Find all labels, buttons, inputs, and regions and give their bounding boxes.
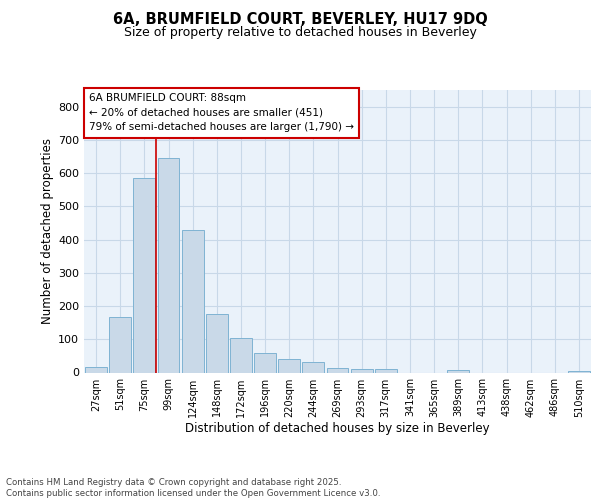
Bar — [206, 314, 227, 372]
Y-axis label: Number of detached properties: Number of detached properties — [41, 138, 54, 324]
Bar — [133, 178, 155, 372]
Bar — [375, 369, 397, 372]
Text: Size of property relative to detached houses in Beverley: Size of property relative to detached ho… — [124, 26, 476, 39]
Bar — [351, 369, 373, 372]
Text: 6A, BRUMFIELD COURT, BEVERLEY, HU17 9DQ: 6A, BRUMFIELD COURT, BEVERLEY, HU17 9DQ — [113, 12, 487, 28]
Bar — [448, 370, 469, 372]
Bar — [85, 366, 107, 372]
Bar — [182, 230, 203, 372]
Bar — [158, 158, 179, 372]
Text: Contains HM Land Registry data © Crown copyright and database right 2025.
Contai: Contains HM Land Registry data © Crown c… — [6, 478, 380, 498]
X-axis label: Distribution of detached houses by size in Beverley: Distribution of detached houses by size … — [185, 422, 490, 436]
Bar — [109, 316, 131, 372]
Bar — [230, 338, 252, 372]
Bar — [254, 353, 276, 372]
Bar — [278, 358, 300, 372]
Text: 6A BRUMFIELD COURT: 88sqm
← 20% of detached houses are smaller (451)
79% of semi: 6A BRUMFIELD COURT: 88sqm ← 20% of detac… — [89, 93, 354, 132]
Bar — [302, 362, 324, 372]
Bar — [568, 371, 590, 372]
Bar — [326, 368, 349, 372]
